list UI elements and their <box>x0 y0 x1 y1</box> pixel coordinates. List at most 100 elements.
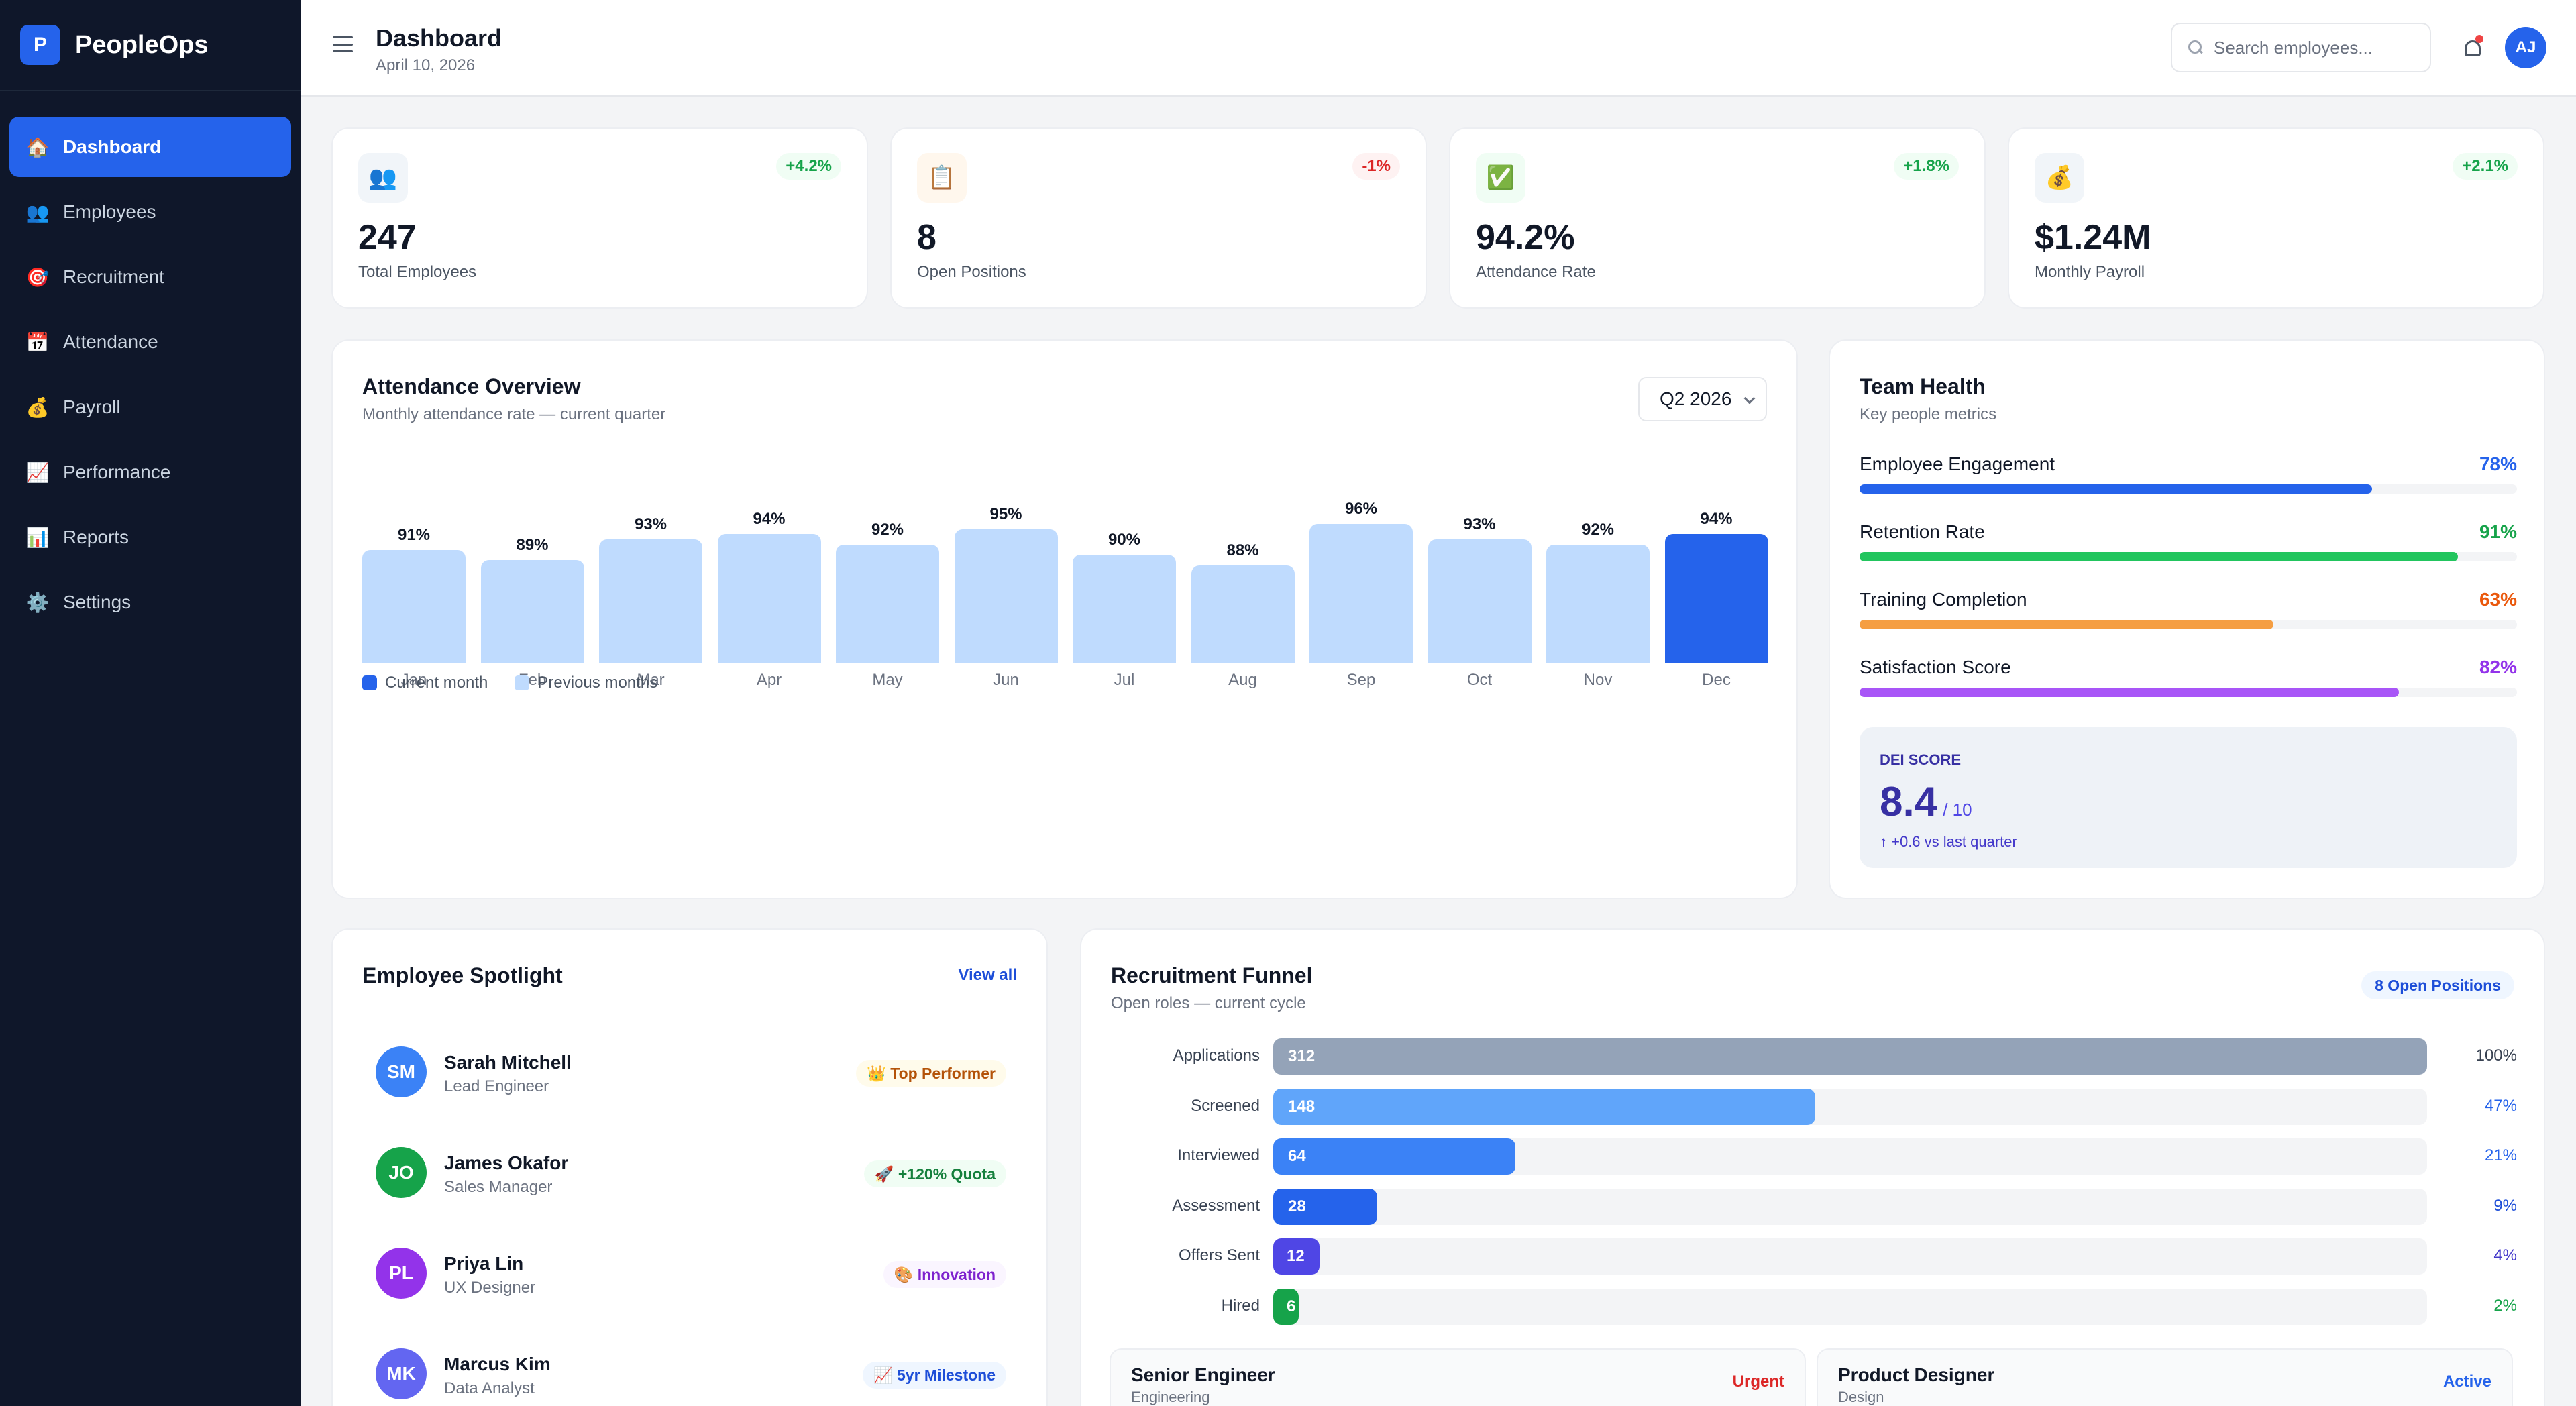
sidebar-item-label: Attendance <box>63 331 158 352</box>
stage-bar[interactable]: 148 <box>1273 1088 1816 1125</box>
sidebar-item-recruitment[interactable]: 🎯 Recruitment <box>9 247 291 307</box>
stage-bar[interactable]: 12 <box>1273 1238 1320 1275</box>
period-select[interactable]: Q2 2026 <box>1638 377 1767 421</box>
reports-icon: 📊 <box>25 527 50 548</box>
spotlight-person-priya-lin[interactable]: PL Priya Lin UX Designer 🎨 Innovation <box>362 1230 1020 1311</box>
hamburger-menu-icon[interactable] <box>333 36 353 52</box>
stage-bar[interactable]: 6 <box>1273 1288 1299 1325</box>
person-name: James Okafor <box>444 1152 569 1173</box>
bar-feb[interactable] <box>480 560 584 663</box>
metric-name: Training Completion <box>1860 589 2027 610</box>
stage-bar[interactable]: 312 <box>1273 1038 2427 1075</box>
funnel-stage-assessment: Assessment 28 9% <box>1111 1188 2517 1225</box>
stage-bar-track: 28 <box>1273 1188 2427 1225</box>
sidebar-item-label: Payroll <box>63 396 121 417</box>
bar-value-label: 93% <box>634 515 667 534</box>
sidebar-item-payroll[interactable]: 💰 Payroll <box>9 377 291 437</box>
sidebar-item-reports[interactable]: 📊 Reports <box>9 507 291 567</box>
bar-aug[interactable] <box>1191 565 1295 663</box>
chart-legend: Current month Previous months <box>362 673 684 692</box>
role-title: Product Designer <box>1838 1364 1995 1385</box>
x-tick-label: Sep <box>1346 671 1376 689</box>
funnel-stage-hired: Hired 6 2% <box>1111 1288 2517 1325</box>
attendance-icon: 📅 <box>25 331 50 353</box>
bar-jul[interactable] <box>1073 555 1176 663</box>
bell-icon <box>2465 40 2481 56</box>
sidebar-item-performance[interactable]: 📈 Performance <box>9 442 291 502</box>
x-tick-label: Nov <box>1583 671 1613 689</box>
avatar: PL <box>376 1248 427 1299</box>
stat-card-total-employees: 👥 +4.2% 247 Total Employees <box>331 127 868 309</box>
dei-score: 8.4/ 10 <box>1880 778 1972 826</box>
sidebar-item-label: Performance <box>63 462 171 482</box>
sidebar-item-attendance[interactable]: 📅 Attendance <box>9 312 291 372</box>
notifications-button[interactable] <box>2459 35 2486 62</box>
sidebar-item-dashboard[interactable]: 🏠 Dashboard <box>9 117 291 177</box>
metric-value: 82% <box>2479 657 2517 678</box>
dashboard-icon: 🏠 <box>25 136 50 158</box>
stage-label: Hired <box>1221 1296 1260 1315</box>
avatar: JO <box>376 1147 427 1198</box>
sidebar-item-employees[interactable]: 👥 Employees <box>9 182 291 242</box>
stage-bar[interactable]: 28 <box>1273 1188 1377 1225</box>
legend-swatch-current <box>362 675 377 690</box>
spotlight-person-james-okafor[interactable]: JO James Okafor Sales Manager 🚀 +120% Quota <box>362 1130 1020 1210</box>
bar-may[interactable] <box>836 544 939 663</box>
metric-progress-fill <box>1860 620 2274 629</box>
funnel-title: Recruitment Funnel <box>1111 963 1313 987</box>
person-name: Priya Lin <box>444 1253 524 1274</box>
stage-bar-track: 148 <box>1273 1088 2427 1125</box>
attendance-bar-chart: 91% Jan 89% Feb 93% Mar 94% Apr 92% May 95% Jun 90% J… <box>362 448 1768 689</box>
brand: P PeopleOps <box>0 0 301 91</box>
bar-jan[interactable] <box>362 549 466 663</box>
stat-card-open-positions: 📋 -1% 8 Open Positions <box>890 127 1427 309</box>
x-tick-label: Apr <box>756 671 782 689</box>
sidebar-item-label: Reports <box>63 527 129 547</box>
sidebar: P PeopleOps 🏠 Dashboard 👥 Employees 🎯 Recruit… <box>0 0 301 1406</box>
attendance-overview-card: Attendance Overview Monthly attendance r… <box>331 339 1798 899</box>
stage-percent: 4% <box>2493 1246 2517 1264</box>
performance-icon: 📈 <box>25 462 50 483</box>
open-positions-badge[interactable]: 8 Open Positions <box>2361 971 2514 999</box>
bar-value-label: 94% <box>1700 510 1733 529</box>
user-avatar[interactable]: AJ <box>2505 27 2546 68</box>
stage-bar[interactable]: 64 <box>1273 1138 1516 1175</box>
bar-value-label: 93% <box>1463 515 1496 534</box>
dei-score-value: 8.4 <box>1880 779 1938 825</box>
stage-percent: 2% <box>2493 1296 2517 1315</box>
brand-logo[interactable]: P <box>20 25 60 65</box>
page-date: April 10, 2026 <box>376 56 476 74</box>
chevron-down-icon <box>1743 392 1756 404</box>
bar-value-label: 90% <box>1108 531 1141 549</box>
spotlight-person-sarah-mitchell[interactable]: SM Sarah Mitchell Lead Engineer 👑 Top Perfo… <box>362 1029 1020 1110</box>
bar-jun[interactable] <box>954 529 1058 663</box>
bar-apr[interactable] <box>717 534 821 663</box>
role-card-product-designer[interactable]: Product Designer Design Active <box>1817 1348 2513 1406</box>
funnel-stage-offers-sent: Offers Sent 12 4% <box>1111 1238 2517 1275</box>
role-card-senior-engineer[interactable]: Senior Engineer Engineering Urgent <box>1110 1348 1806 1406</box>
sidebar-item-settings[interactable]: ⚙️ Settings <box>9 572 291 633</box>
dei-score-panel: DEI SCORE 8.4/ 10 ↑ +0.6 vs last quarter <box>1860 727 2517 868</box>
change-badge: +2.1% <box>2453 153 2518 180</box>
metric-progress-track <box>1860 688 2517 697</box>
view-all-link[interactable]: View all <box>958 966 1017 984</box>
bar-oct[interactable] <box>1428 539 1532 663</box>
sidebar-item-label: Employees <box>63 201 156 222</box>
bar-mar[interactable] <box>599 539 702 663</box>
person-role: Lead Engineer <box>444 1077 549 1095</box>
monthly-payroll-icon: 💰 <box>2035 153 2084 203</box>
bar-nov[interactable] <box>1546 544 1650 663</box>
team-health-title: Team Health <box>1860 374 1986 398</box>
metric-progress-fill <box>1860 552 2458 561</box>
metric-progress-fill <box>1860 484 2373 494</box>
bar-sep[interactable] <box>1309 523 1413 663</box>
bar-dec[interactable] <box>1664 534 1768 663</box>
stage-bar-track: 6 <box>1273 1288 2427 1325</box>
x-tick-label: May <box>872 671 903 689</box>
spotlight-person-marcus-kim[interactable]: MK Marcus Kim Data Analyst 📈 5yr Milestone <box>362 1331 1020 1406</box>
person-role: UX Designer <box>444 1279 536 1297</box>
search-input[interactable] <box>2214 37 2415 58</box>
x-tick-label: Jun <box>993 671 1019 689</box>
legend-item-previous: Previous months <box>515 673 657 692</box>
search-box[interactable] <box>2171 23 2431 72</box>
